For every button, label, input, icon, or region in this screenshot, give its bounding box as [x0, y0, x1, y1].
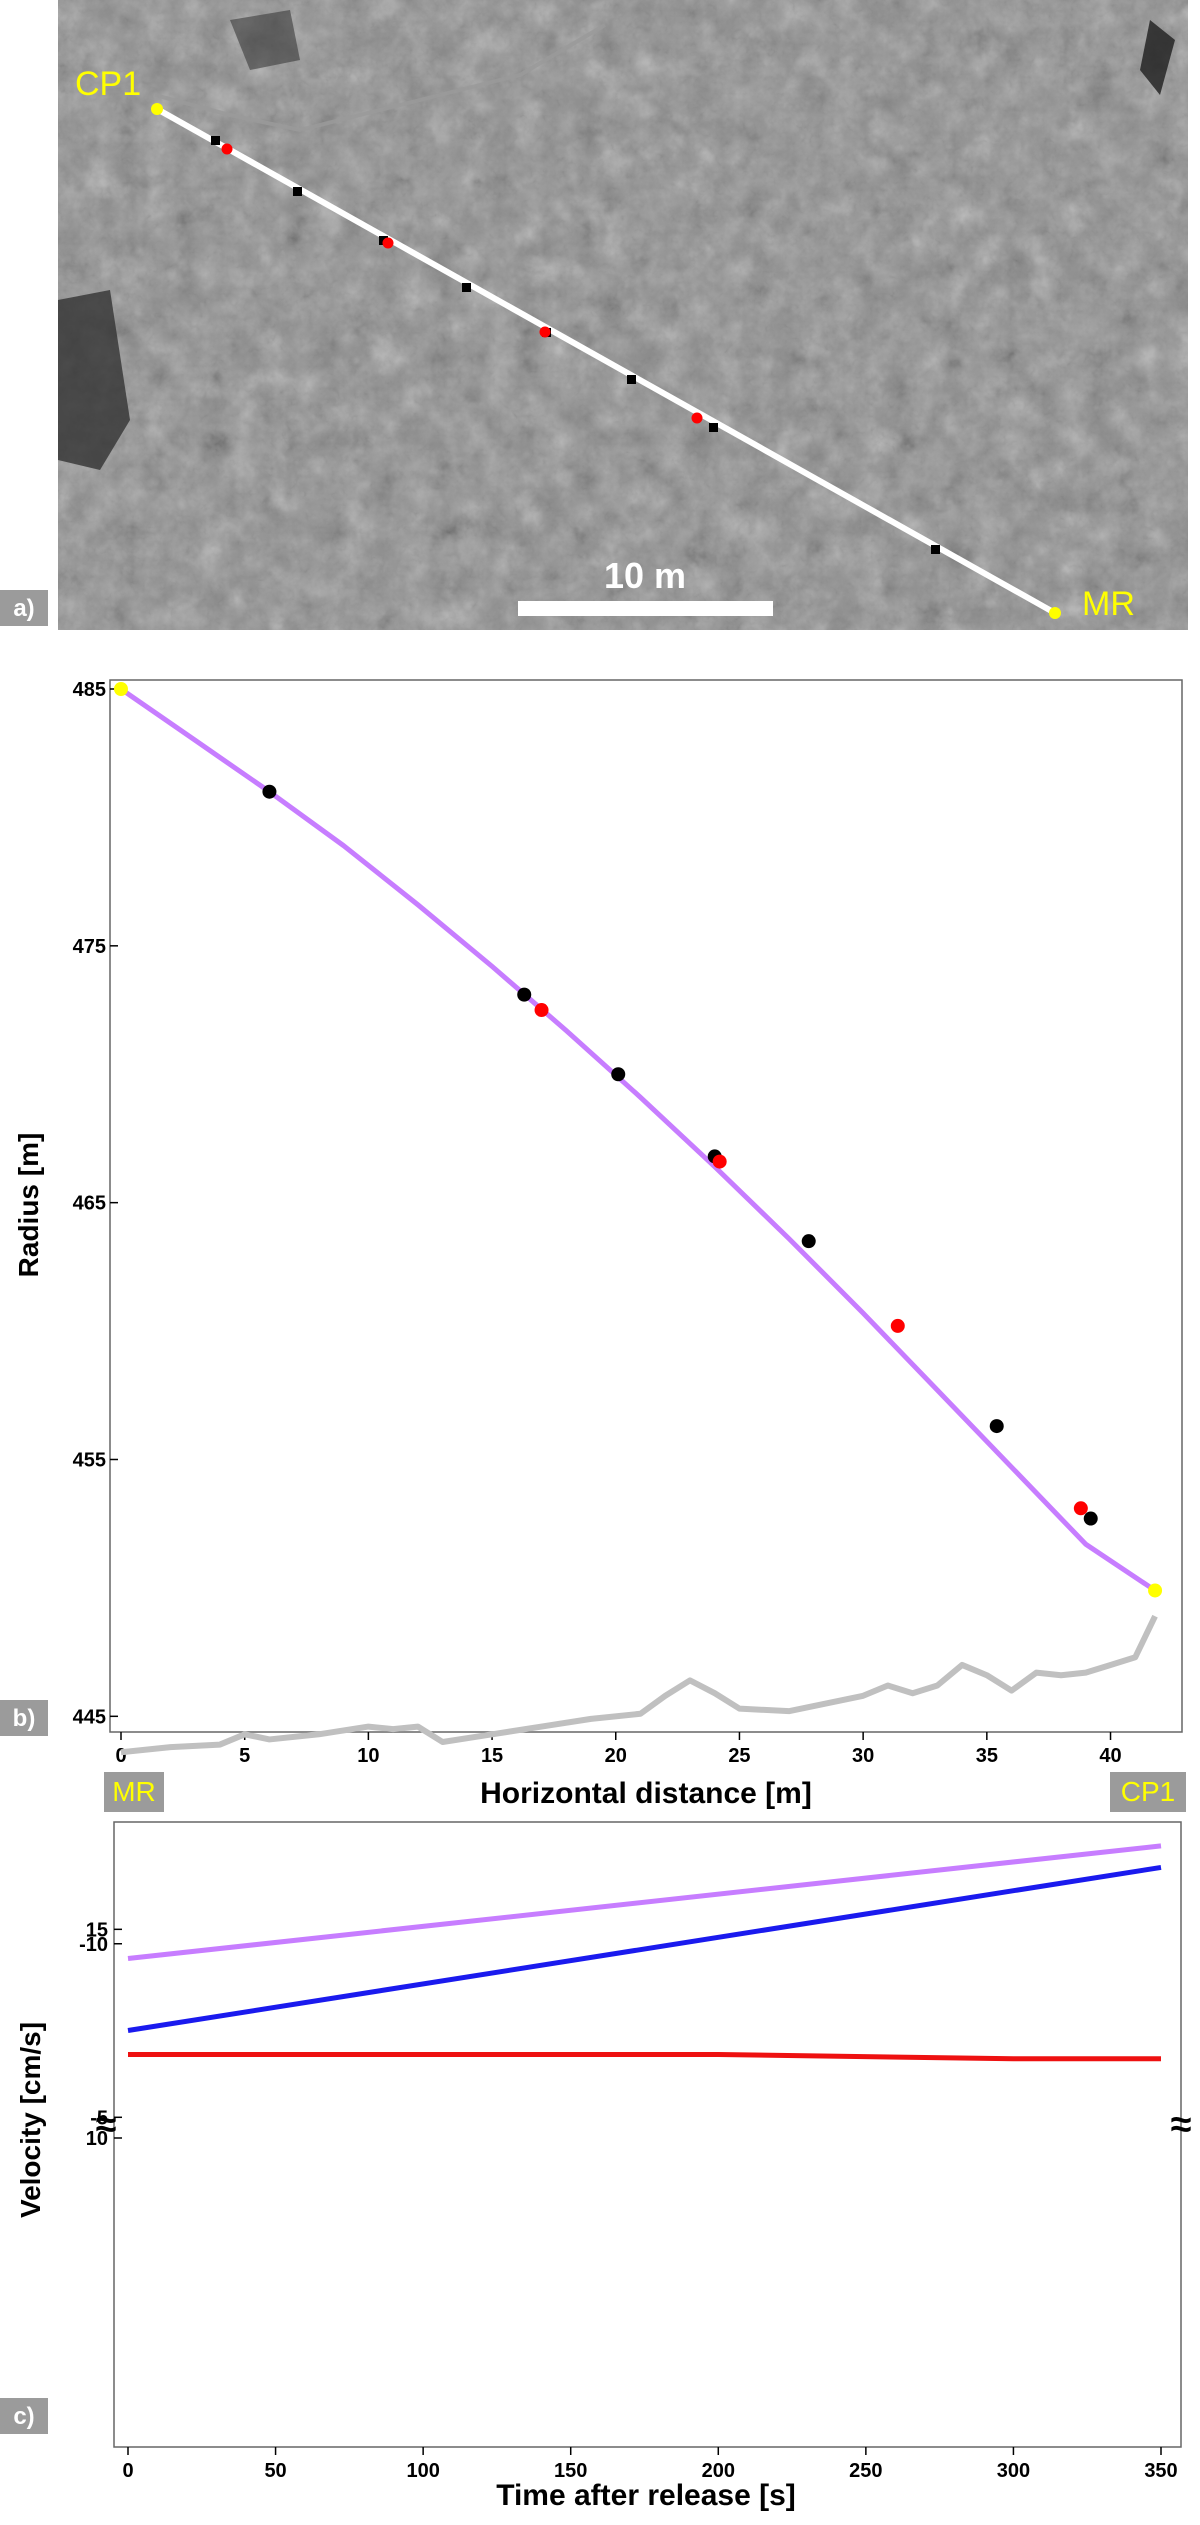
b-y-tick-label: 475	[73, 936, 106, 958]
cp1-label: CP1	[75, 65, 141, 103]
red-point	[712, 1154, 727, 1169]
mr-end-label-box	[104, 1772, 164, 1812]
surface-image-grain	[58, 0, 1188, 630]
panel-label-a: a)	[13, 595, 34, 622]
panel-label-box	[0, 590, 48, 626]
panel-label-box	[0, 1700, 48, 1736]
previous-path-line	[154, 23, 607, 133]
black-point	[1083, 1511, 1098, 1526]
red-marker	[382, 237, 394, 249]
red-point	[890, 1318, 905, 1333]
surface-profile	[120, 1614, 1158, 1756]
mr-label: MR	[1082, 585, 1135, 623]
panel-a: CP1 MR 10 m a)	[0, 0, 1188, 630]
black-point	[989, 1419, 1004, 1434]
black-point	[517, 987, 532, 1002]
black-marker	[293, 187, 302, 196]
black-point	[801, 1234, 816, 1249]
panel-label-c: c)	[13, 2403, 34, 2430]
black-marker	[709, 423, 718, 432]
red-point	[534, 1003, 549, 1018]
mr-end-label: MR	[112, 1776, 156, 1807]
b-x-tick-label: 25	[728, 1745, 750, 1767]
mr-endpoint	[1049, 607, 1061, 619]
panel-b: 0 5 10 15 20 25 30 35 40 445 455 465 475 485 Radius […	[0, 679, 1186, 1812]
shadow-region	[58, 290, 130, 470]
trajectory-curve-line	[119, 686, 1157, 1593]
c-x-tick-label: 250	[849, 2460, 882, 2482]
plot-b-axes: 0 5 10 15 20 25 30 35 40 445 455 465 475 485	[73, 679, 1122, 1767]
b-x-tick-label: 10	[357, 1745, 379, 1767]
red-point	[1073, 1501, 1088, 1516]
b-x-tick-label: 5	[239, 1745, 250, 1767]
trajectory-points	[114, 682, 1163, 1598]
b-x-tick-label: 15	[481, 1745, 503, 1767]
velocity-line-purple	[127, 1843, 1162, 1962]
b-x-tick-label: 40	[1099, 1745, 1121, 1767]
red-marker	[539, 326, 551, 338]
axis-break-right: ≈	[1171, 2104, 1192, 2146]
b-x-tick-label: 20	[605, 1745, 627, 1767]
c-y-tick-label: 15	[86, 1919, 108, 1941]
b-x-tick-label: 35	[976, 1745, 998, 1767]
black-marker	[211, 136, 220, 145]
plot-b-frame	[109, 679, 1183, 1733]
cp1-endpoint	[151, 103, 163, 115]
c-x-tick-label: 100	[406, 2460, 439, 2482]
b-y-tick-label: 445	[73, 1706, 106, 1728]
c-y-tick-label: -10	[79, 1934, 108, 1956]
b-y-axis-label: Radius [m]	[13, 1133, 44, 1278]
c-x-tick-label: 50	[264, 2460, 286, 2482]
panel-label-b: b)	[13, 1705, 36, 1732]
velocity-line-red	[128, 2052, 1161, 2062]
scale-bar	[518, 601, 773, 616]
b-x-tick-label: 0	[115, 1745, 126, 1767]
shadow-region	[230, 10, 300, 70]
plot-c-frame	[113, 1821, 1182, 2448]
plot-c-axes: 0 50 100 150 200 250 300 350 10 15 -5 -10	[79, 1919, 1178, 2482]
c-x-tick-label: 0	[122, 2460, 133, 2482]
panel-c: 0 50 100 150 200 250 300 350 10 15 -5 -10 ≈ ≈ Veloc…	[0, 1821, 1192, 2512]
c-x-tick-label: 300	[997, 2460, 1030, 2482]
shadow-region	[1140, 20, 1175, 95]
b-x-axis-label: Horizontal distance [m]	[480, 1777, 812, 1810]
c-x-tick-label: 150	[554, 2460, 587, 2482]
black-point	[262, 784, 277, 799]
black-marker	[462, 283, 471, 292]
b-y-tick-label: 465	[73, 1193, 106, 1215]
axis-break-left: ≈	[96, 2104, 117, 2146]
trajectory-curve	[119, 686, 1157, 1593]
c-x-axis-label: Time after release [s]	[496, 2479, 796, 2512]
black-marker	[931, 545, 940, 554]
red-marker	[691, 412, 703, 424]
scale-bar-label: 10 m	[604, 555, 686, 596]
b-y-tick-label: 455	[73, 1449, 106, 1471]
c-x-tick-label: 350	[1144, 2460, 1177, 2482]
cp1-end-label-box	[1110, 1772, 1186, 1812]
b-x-tick-label: 30	[852, 1745, 874, 1767]
endpoint	[1148, 1583, 1163, 1598]
c-y-axis-label: Velocity [cm/s]	[15, 2022, 46, 2218]
endpoint	[114, 682, 128, 696]
velocity-lines	[127, 1843, 1162, 2062]
red-marker	[221, 143, 233, 155]
black-marker	[627, 375, 636, 384]
cp1-end-label: CP1	[1121, 1776, 1175, 1807]
black-point	[611, 1067, 626, 1082]
c-x-tick-label: 200	[702, 2460, 735, 2482]
trajectory-line	[155, 106, 1057, 616]
trajectory-markers	[211, 136, 940, 554]
panel-label-box	[0, 2398, 48, 2434]
c-y-tick-label: 10	[86, 2128, 108, 2150]
surface-profile-line	[120, 1614, 1158, 1756]
b-y-tick-label: 485	[73, 679, 106, 701]
velocity-line-blue	[127, 1864, 1162, 2033]
c-y-tick-label: -5	[90, 2107, 108, 2129]
